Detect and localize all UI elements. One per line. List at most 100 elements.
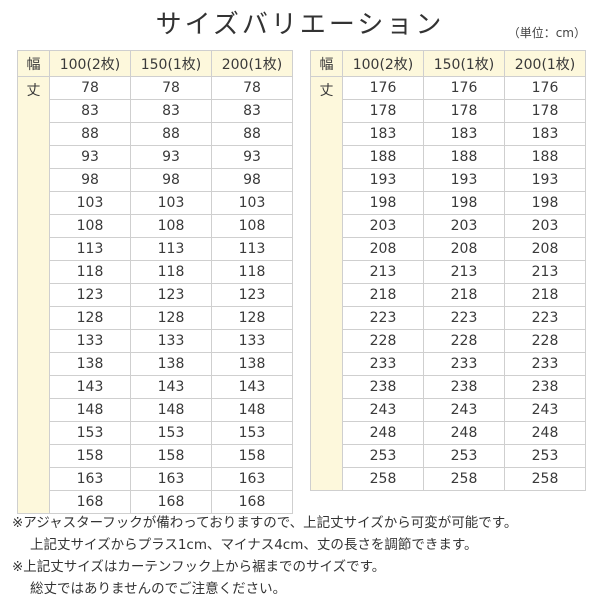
length-cell: 143: [211, 375, 293, 399]
length-cell: 213: [342, 260, 424, 284]
length-cell: 163: [211, 467, 293, 491]
length-cell: 133: [211, 329, 293, 353]
table-row: 118 118 118: [18, 260, 293, 284]
length-cell: 203: [504, 214, 586, 238]
column-header: 150(1枚): [130, 50, 212, 77]
length-cell: 176: [423, 76, 505, 100]
length-cell: 208: [342, 237, 424, 261]
length-cell: 243: [504, 398, 586, 422]
length-cell: 218: [504, 283, 586, 307]
length-cell: 223: [504, 306, 586, 330]
length-cell: 138: [130, 352, 212, 376]
table-row: 丈 176 176 176: [310, 76, 586, 491]
length-cell: 108: [130, 214, 212, 238]
length-cell: 233: [342, 352, 424, 376]
table-row: 108 108 108: [18, 214, 293, 238]
table-row: 248 248 248: [311, 421, 586, 445]
length-cell: 213: [423, 260, 505, 284]
length-cell: 123: [49, 283, 131, 307]
length-cell: 118: [211, 260, 293, 284]
unit-label: （単位：cm）: [507, 26, 586, 40]
length-cell: 176: [504, 76, 586, 100]
length-cell: 93: [211, 145, 293, 169]
length-cell: 228: [342, 329, 424, 353]
length-cell: 98: [130, 168, 212, 192]
length-cell: 248: [423, 421, 505, 445]
length-cell: 128: [49, 306, 131, 330]
header-row: 幅 100(2枚) 150(1枚) 200(1枚): [17, 50, 293, 77]
length-cell: 233: [423, 352, 505, 376]
length-cell: 88: [49, 122, 131, 146]
length-cell: 168: [49, 490, 131, 514]
table-row: 258 258 258: [311, 467, 586, 491]
length-cell: 198: [504, 191, 586, 215]
length-cell: 98: [49, 168, 131, 192]
table-row: 183 183 183: [311, 122, 586, 146]
table-row: 198 198 198: [311, 191, 586, 215]
length-cell: 153: [49, 421, 131, 445]
length-cell: 123: [130, 283, 212, 307]
table-row: 243 243 243: [311, 398, 586, 422]
length-cell: 123: [211, 283, 293, 307]
size-table-right: 幅 100(2枚) 150(1枚) 200(1枚) 丈 176 176 176 178 178 17…: [310, 50, 586, 491]
length-cell: 83: [211, 99, 293, 123]
corner-label-width: 幅: [310, 50, 343, 77]
length-cell: 253: [342, 444, 424, 468]
length-cell: 238: [504, 375, 586, 399]
note-1-line-1: ※アジャスターフックが備わっておりますので、上記丈サイズから可変が可能です。: [12, 515, 518, 531]
header-row: 幅 100(2枚) 150(1枚) 200(1枚): [310, 50, 586, 77]
column-header: 100(2枚): [49, 50, 131, 77]
length-cell: 203: [342, 214, 424, 238]
length-cell: 143: [130, 375, 212, 399]
note-2-line-1: ※上記丈サイズはカーテンフック上から裾までのサイズです。: [12, 559, 386, 575]
length-cell: 88: [211, 122, 293, 146]
length-cell: 133: [130, 329, 212, 353]
length-cell: 198: [342, 191, 424, 215]
length-cell: 208: [504, 237, 586, 261]
length-cell: 113: [130, 237, 212, 261]
length-cell: 83: [49, 99, 131, 123]
note-1: ※アジャスターフックが備わっておりますので、上記丈サイズから可変が可能です。 上…: [12, 512, 517, 556]
table-row: 208 208 208: [311, 237, 586, 261]
length-cell: 238: [423, 375, 505, 399]
length-cell: 88: [130, 122, 212, 146]
length-cell: 218: [342, 283, 424, 307]
table-row: 93 93 93: [18, 145, 293, 169]
table-row: 188 188 188: [311, 145, 586, 169]
length-cell: 213: [504, 260, 586, 284]
row-label-length: 丈: [17, 76, 50, 514]
length-cell: 183: [342, 122, 424, 146]
length-cell: 176: [342, 76, 424, 100]
length-cell: 128: [211, 306, 293, 330]
table-row: 123 123 123: [18, 283, 293, 307]
note-2-line-2: 総丈ではありませんのでご注意ください。: [30, 581, 287, 597]
notes: ※アジャスターフックが備わっておりますので、上記丈サイズから可変が可能です。 上…: [12, 512, 517, 600]
table-row: 223 223 223: [311, 306, 586, 330]
length-cell: 193: [342, 168, 424, 192]
table-row: 88 88 88: [18, 122, 293, 146]
length-cell: 198: [423, 191, 505, 215]
length-cell: 98: [211, 168, 293, 192]
table-row: 158 158 158: [18, 444, 293, 468]
length-cell: 133: [49, 329, 131, 353]
length-cell: 78: [49, 76, 131, 100]
length-cell: 223: [423, 306, 505, 330]
length-cell: 103: [49, 191, 131, 215]
length-cell: 78: [211, 76, 293, 100]
column-header: 150(1枚): [423, 50, 505, 77]
length-cell: 168: [130, 490, 212, 514]
length-cell: 203: [423, 214, 505, 238]
length-cell: 258: [342, 467, 424, 491]
table-row: 193 193 193: [311, 168, 586, 192]
note-2: ※上記丈サイズはカーテンフック上から裾までのサイズです。 総丈ではありませんので…: [12, 556, 517, 600]
length-cell: 93: [49, 145, 131, 169]
length-cell: 153: [130, 421, 212, 445]
table-row: 238 238 238: [311, 375, 586, 399]
length-cell: 228: [504, 329, 586, 353]
length-cell: 163: [130, 467, 212, 491]
table-row: 98 98 98: [18, 168, 293, 192]
length-cell: 248: [342, 421, 424, 445]
page-title: サイズバリエーション: [155, 10, 445, 40]
table-row: 143 143 143: [18, 375, 293, 399]
length-cell: 118: [49, 260, 131, 284]
